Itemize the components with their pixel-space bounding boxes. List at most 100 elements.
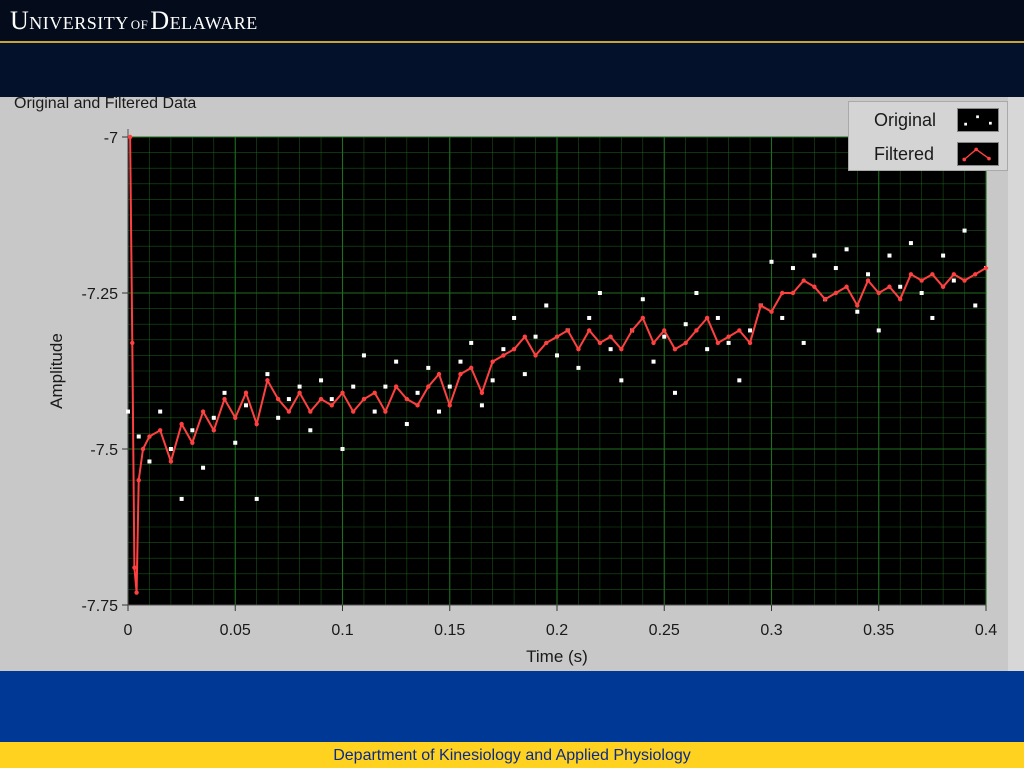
data-point-filtered <box>758 303 763 308</box>
data-point-original <box>855 309 860 314</box>
data-point-filtered <box>683 340 688 346</box>
data-point-original <box>780 315 785 320</box>
x-tick-label: 0.25 <box>649 622 680 639</box>
data-point-original <box>908 241 913 246</box>
data-point-filtered <box>361 396 367 402</box>
data-point-filtered <box>157 428 163 433</box>
data-point-original <box>340 447 345 451</box>
data-point-filtered <box>134 590 139 595</box>
data-point-original <box>372 409 377 414</box>
data-point-original <box>941 253 946 258</box>
data-point-filtered <box>940 284 946 289</box>
data-point-filtered <box>522 334 528 339</box>
data-point-original <box>533 334 538 339</box>
data-point-filtered <box>179 421 184 427</box>
data-point-original <box>608 347 613 352</box>
data-point-original <box>276 415 281 420</box>
data-point-filtered <box>962 278 967 283</box>
data-point-filtered <box>887 284 892 289</box>
x-tick-label: 0.2 <box>546 622 568 639</box>
chart-legend: Original Filtered <box>848 101 1008 171</box>
data-point-filtered <box>919 278 924 283</box>
data-point-filtered <box>608 334 613 339</box>
data-point-filtered <box>415 403 420 408</box>
data-point-filtered <box>822 297 828 302</box>
data-point-filtered <box>597 340 603 346</box>
data-point-filtered <box>469 365 474 371</box>
university-logo: UNIVERSITY OFDELAWARE <box>10 6 258 35</box>
data-point-filtered <box>297 390 302 396</box>
data-point-filtered <box>243 390 249 396</box>
data-point-original <box>254 496 259 501</box>
data-point-filtered <box>554 334 560 339</box>
data-point-original <box>887 253 892 258</box>
data-point-original <box>694 291 699 295</box>
header-bar: UNIVERSITY OFDELAWARE <box>0 0 1024 42</box>
data-point-original <box>501 347 506 352</box>
x-tick-label: 0.35 <box>863 622 894 639</box>
data-point-filtered <box>812 284 817 289</box>
data-point-filtered <box>747 340 753 346</box>
x-tick-label: 0.4 <box>975 622 997 639</box>
x-tick-label: 0.15 <box>434 622 465 639</box>
data-point-filtered <box>737 328 742 333</box>
data-point-original <box>479 403 484 408</box>
data-point-original <box>748 328 753 333</box>
data-point-filtered <box>640 315 645 321</box>
x-axis-label: Time (s) <box>526 647 588 666</box>
data-point-filtered <box>254 421 259 427</box>
data-point-original <box>844 247 849 252</box>
data-point-original <box>383 384 388 389</box>
x-tick-label: 0.3 <box>760 622 782 639</box>
footer-department-text: Department of Kinesiology and Applied Ph… <box>333 747 691 764</box>
data-point-original <box>404 422 409 427</box>
data-point-original <box>973 303 978 308</box>
data-point-original <box>737 378 742 383</box>
data-point-original <box>962 228 967 233</box>
data-point-filtered <box>672 346 678 352</box>
data-point-filtered <box>211 428 216 433</box>
chart-panel-edge <box>1008 97 1024 671</box>
data-point-filtered <box>233 415 238 420</box>
data-point-original <box>147 459 152 464</box>
data-point-original <box>190 428 195 433</box>
data-point-filtered <box>801 278 806 283</box>
y-tick-label: -7 <box>104 130 118 147</box>
data-point-filtered <box>501 353 506 358</box>
data-point-original <box>222 390 227 395</box>
data-point-original <box>179 496 184 501</box>
data-point-filtered <box>511 346 517 352</box>
data-point-filtered <box>222 396 227 402</box>
data-point-original <box>361 353 366 358</box>
data-point-filtered <box>190 440 195 445</box>
data-point-filtered <box>351 409 356 414</box>
data-point-filtered <box>908 272 914 277</box>
data-point-filtered <box>565 328 570 333</box>
y-tick-label: -7.5 <box>90 442 118 459</box>
data-point-filtered <box>132 565 137 570</box>
data-point-original <box>211 415 216 420</box>
data-point-original <box>555 353 559 358</box>
data-point-filtered <box>140 446 146 452</box>
x-tick-label: 0.1 <box>331 622 353 639</box>
data-point-filtered <box>544 340 549 346</box>
data-point-filtered <box>329 403 334 408</box>
data-point-original <box>437 409 442 414</box>
data-point-original <box>447 384 452 389</box>
legend-label-filtered: Filtered <box>874 144 935 164</box>
data-point-original <box>308 428 313 433</box>
data-point-filtered <box>876 290 881 296</box>
header-gold-rule <box>0 41 1024 43</box>
data-point-original <box>136 434 141 439</box>
data-point-original <box>158 409 163 414</box>
data-point-filtered <box>147 434 152 439</box>
data-point-original <box>898 284 903 289</box>
data-point-filtered <box>383 409 388 414</box>
legend-item-filtered: Filtered <box>849 137 1009 171</box>
data-point-original <box>319 378 324 383</box>
data-point-filtered <box>340 390 345 396</box>
data-point-original <box>426 365 431 370</box>
data-point-filtered <box>973 272 978 277</box>
data-point-filtered <box>404 396 410 402</box>
data-point-original <box>512 315 517 320</box>
